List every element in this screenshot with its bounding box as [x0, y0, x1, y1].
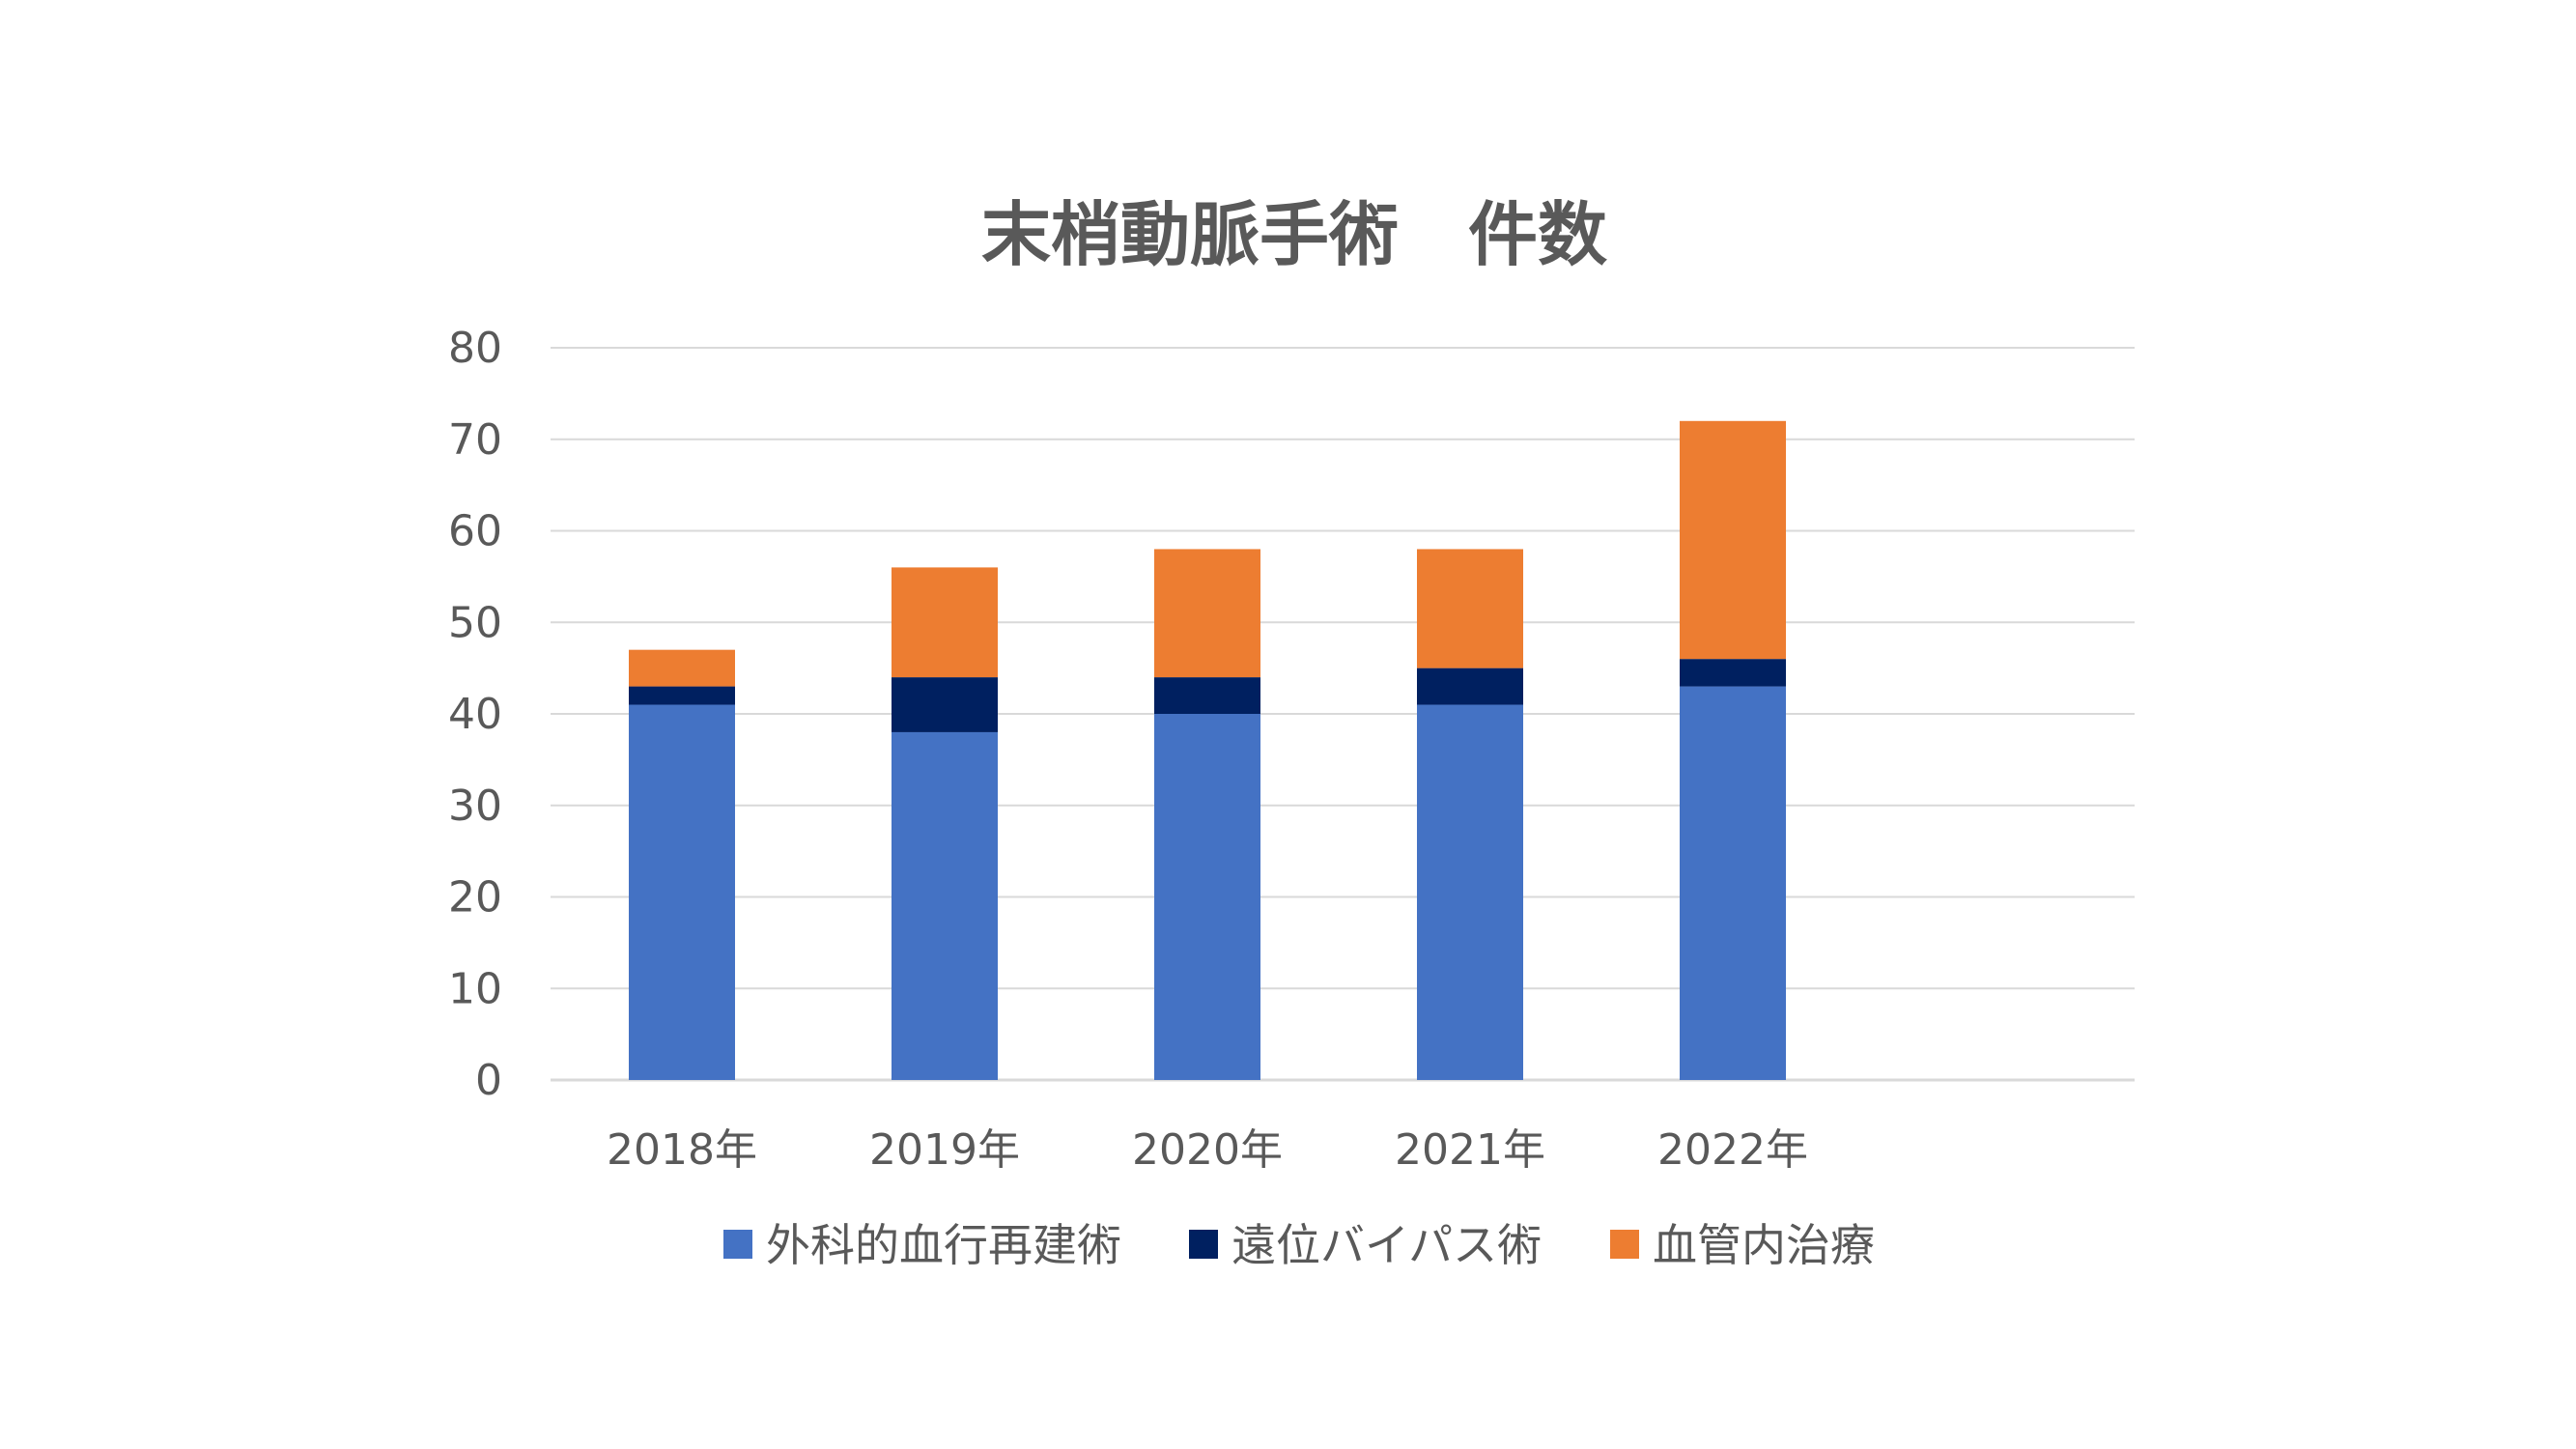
x-tick-label: 2021年: [1395, 1125, 1545, 1175]
y-axis-ticks: 0 10 20 30 40 50 60 70 80: [448, 324, 502, 1105]
bar-segment: [892, 731, 998, 1080]
y-tick-label: 50: [448, 598, 502, 647]
bar-segment: [1154, 549, 1260, 678]
legend-label: 外科的血行再建術: [766, 1219, 1121, 1271]
bar-segment: [892, 677, 998, 732]
bar-segment: [892, 567, 998, 678]
bar-segment: [1680, 659, 1786, 687]
y-tick-label: 70: [448, 415, 502, 465]
y-tick-label: 80: [448, 324, 502, 373]
y-tick-label: 40: [448, 690, 502, 739]
x-tick-label: 2020年: [1132, 1125, 1283, 1175]
legend: 外科的血行再建術 遠位バイパス術 血管内治療: [723, 1219, 1875, 1271]
legend-swatch: [1189, 1230, 1218, 1259]
legend-label: 血管内治療: [1653, 1219, 1875, 1271]
bar-segment: [1417, 704, 1523, 1080]
y-tick-label: 10: [448, 964, 502, 1013]
gridlines: [551, 347, 2135, 1082]
legend-swatch: [1610, 1230, 1639, 1259]
bar-segment: [1680, 686, 1786, 1080]
bars: [629, 420, 1786, 1080]
bar-segment: [1154, 714, 1260, 1080]
y-tick-label: 30: [448, 781, 502, 831]
chart-title: 末梢動脈手術 件数: [981, 194, 1607, 275]
legend-label: 遠位バイパス術: [1231, 1219, 1542, 1271]
bar-segment: [1417, 549, 1523, 668]
bar-segment: [629, 649, 735, 687]
legend-swatch: [723, 1230, 752, 1259]
bar-segment: [1154, 677, 1260, 714]
x-axis-ticks: 2018年 2019年 2020年 2021年 2022年: [607, 1125, 1808, 1175]
y-tick-label: 20: [448, 873, 502, 923]
bar-segment: [1417, 668, 1523, 705]
y-tick-label: 0: [475, 1056, 502, 1105]
x-tick-label: 2019年: [869, 1125, 1020, 1175]
bar-segment: [1680, 420, 1786, 660]
y-tick-label: 60: [448, 507, 502, 556]
bar-segment: [629, 704, 735, 1080]
bar-segment: [629, 686, 735, 705]
x-tick-label: 2022年: [1657, 1125, 1808, 1175]
x-tick-label: 2018年: [607, 1125, 757, 1175]
